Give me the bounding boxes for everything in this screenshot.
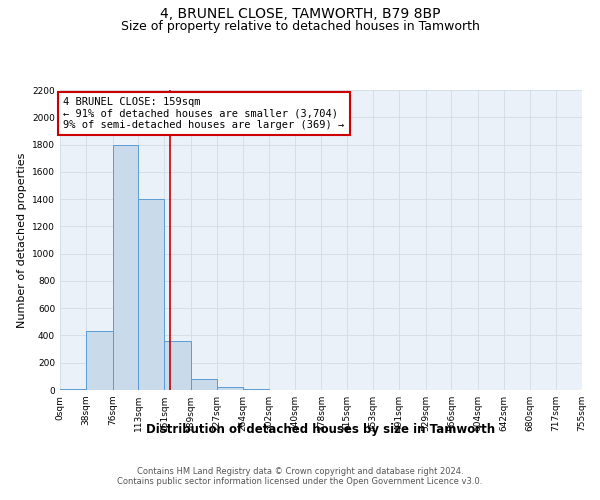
Text: Distribution of detached houses by size in Tamworth: Distribution of detached houses by size … xyxy=(146,422,496,436)
Bar xyxy=(113,144,138,390)
Bar xyxy=(191,379,217,390)
Text: 4 BRUNEL CLOSE: 159sqm
← 91% of detached houses are smaller (3,704)
9% of semi-d: 4 BRUNEL CLOSE: 159sqm ← 91% of detached… xyxy=(64,97,345,130)
Bar xyxy=(217,386,242,390)
Text: Contains HM Land Registry data © Crown copyright and database right 2024.: Contains HM Land Registry data © Crown c… xyxy=(137,467,463,476)
Text: Size of property relative to detached houses in Tamworth: Size of property relative to detached ho… xyxy=(121,20,479,33)
Bar xyxy=(60,388,86,390)
Bar xyxy=(86,332,113,390)
Bar xyxy=(138,199,164,390)
Text: 4, BRUNEL CLOSE, TAMWORTH, B79 8BP: 4, BRUNEL CLOSE, TAMWORTH, B79 8BP xyxy=(160,8,440,22)
Bar xyxy=(164,341,191,390)
Bar xyxy=(242,388,269,390)
Text: Contains public sector information licensed under the Open Government Licence v3: Contains public sector information licen… xyxy=(118,477,482,486)
Y-axis label: Number of detached properties: Number of detached properties xyxy=(17,152,26,328)
